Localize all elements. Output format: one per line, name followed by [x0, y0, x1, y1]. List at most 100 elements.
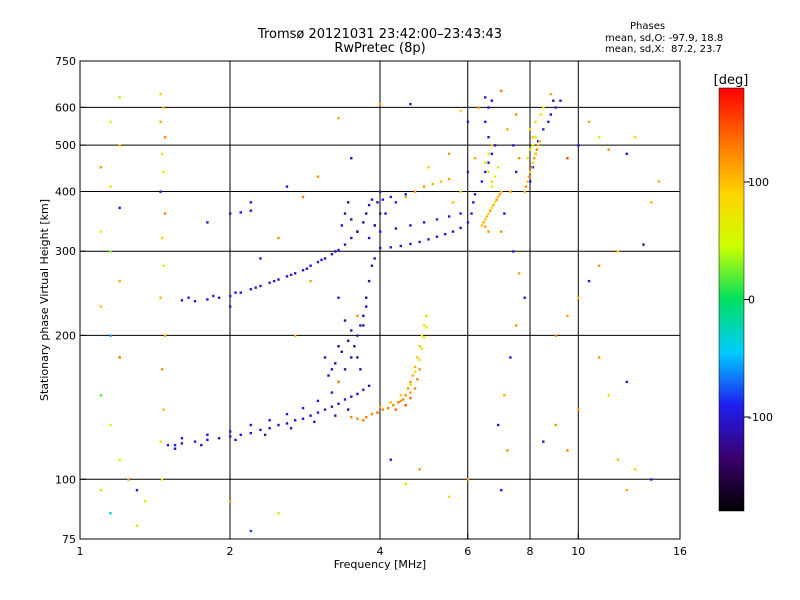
data-point: [409, 102, 412, 106]
data-point: [162, 264, 165, 267]
data-point: [343, 398, 347, 401]
data-point: [535, 148, 539, 151]
x-tick-label: 2: [227, 545, 234, 558]
y-tick-label: 75: [62, 533, 76, 546]
data-point: [229, 305, 232, 308]
data-point: [367, 203, 371, 207]
data-point: [193, 440, 197, 443]
data-point: [389, 246, 392, 249]
data-point: [356, 392, 359, 396]
data-point: [459, 226, 462, 230]
y-tick-label: 300: [55, 245, 76, 258]
data-point: [285, 422, 289, 425]
data-point: [217, 436, 221, 440]
data-point: [404, 404, 407, 407]
data-point: [496, 166, 500, 169]
data-point: [159, 440, 162, 443]
data-point: [642, 243, 645, 246]
data-point: [229, 212, 232, 215]
data-point: [529, 170, 532, 174]
x-axis-label: Frequency [MHz]: [334, 558, 426, 571]
data-point: [500, 190, 503, 193]
data-point: [587, 120, 591, 124]
data-point: [386, 406, 390, 410]
data-point: [334, 250, 337, 253]
data-point: [330, 368, 334, 371]
data-point: [459, 109, 462, 113]
data-point: [566, 314, 569, 318]
data-point: [187, 296, 190, 299]
data-point: [206, 433, 209, 437]
data-point: [536, 140, 540, 143]
data-point: [350, 329, 353, 332]
data-point: [217, 296, 221, 299]
data-point: [447, 177, 451, 181]
data-point: [402, 398, 405, 401]
data-point: [239, 433, 242, 437]
data-point: [413, 370, 417, 373]
data-point: [509, 356, 512, 359]
data-point: [490, 180, 494, 183]
data-point: [353, 345, 356, 348]
data-point: [607, 394, 610, 397]
data-point: [350, 395, 353, 398]
data-point: [109, 250, 112, 253]
data-point: [466, 120, 470, 124]
data-point: [293, 272, 297, 275]
x-tick-label: 4: [377, 545, 384, 558]
data-point: [163, 136, 167, 139]
data-point: [517, 272, 521, 275]
data-point: [506, 449, 509, 452]
data-point: [404, 193, 407, 196]
colorbar-label: [deg]: [714, 73, 749, 88]
data-point: [484, 170, 487, 174]
data-point: [409, 224, 412, 227]
data-point: [527, 175, 531, 178]
data-point: [409, 383, 412, 386]
data-point: [337, 402, 340, 405]
data-point: [330, 253, 334, 256]
data-point: [487, 212, 490, 215]
data-point: [418, 368, 421, 371]
data-point: [370, 198, 374, 201]
data-point: [362, 314, 365, 318]
data-point: [490, 185, 494, 188]
data-point: [394, 408, 398, 411]
data-point: [389, 458, 392, 461]
data-point: [490, 206, 494, 210]
data-point: [531, 161, 535, 164]
x-tick-label: 1: [77, 545, 84, 558]
data-point: [346, 201, 350, 204]
data-point: [389, 401, 392, 404]
data-point: [160, 236, 164, 240]
data-point: [484, 120, 487, 124]
data-point: [301, 269, 305, 272]
data-point: [376, 411, 379, 414]
data-point: [466, 170, 470, 174]
data-point: [394, 227, 398, 230]
data-point: [365, 415, 368, 419]
data-point: [305, 267, 309, 270]
data-point: [539, 113, 542, 116]
data-point: [487, 106, 490, 109]
y-tick-label: 400: [55, 185, 76, 198]
data-point: [118, 356, 121, 359]
data-point: [346, 408, 350, 411]
data-point: [409, 242, 412, 246]
data-point: [272, 279, 276, 283]
data-point: [379, 190, 382, 193]
data-point: [229, 500, 232, 503]
phase-stats-heading: Phases: [630, 21, 666, 32]
data-point: [616, 458, 620, 461]
data-point: [337, 380, 340, 384]
data-point: [359, 324, 362, 327]
data-point: [404, 482, 407, 485]
data-point: [337, 248, 340, 252]
data-point: [529, 180, 532, 183]
data-point: [370, 264, 374, 267]
data-point: [249, 288, 253, 291]
data-point: [160, 368, 164, 371]
data-point: [484, 96, 487, 99]
data-point: [534, 120, 537, 124]
data-point: [634, 136, 637, 139]
